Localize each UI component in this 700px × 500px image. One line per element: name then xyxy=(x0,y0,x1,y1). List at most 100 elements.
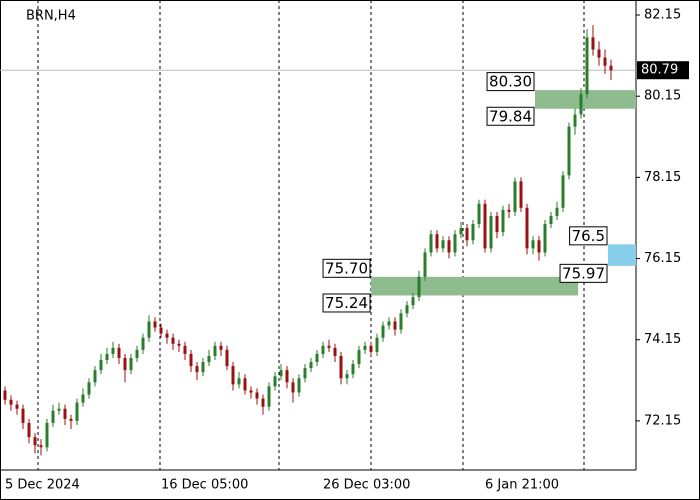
candle-body xyxy=(483,203,487,249)
candle-body xyxy=(177,343,181,346)
candle-body xyxy=(309,362,313,369)
zone xyxy=(535,90,636,109)
candle-body xyxy=(225,349,229,367)
candle-body xyxy=(249,390,253,393)
candle-body xyxy=(165,333,169,338)
candle-body xyxy=(315,353,319,363)
candle-body xyxy=(513,181,517,212)
candle-body xyxy=(237,378,241,385)
candle-body xyxy=(15,404,19,409)
candle-body xyxy=(135,349,139,358)
y-tick-label: 80.15 xyxy=(644,89,681,104)
zone-bottom-label-box xyxy=(559,263,608,283)
zones xyxy=(371,90,636,296)
candle-body xyxy=(117,347,121,358)
candle-body xyxy=(357,349,361,365)
zone-top-label-box xyxy=(569,226,608,246)
candle-body xyxy=(27,422,31,438)
candle-body xyxy=(303,368,307,379)
x-tick-label: 26 Dec 03:00 xyxy=(323,478,410,493)
candle-body xyxy=(459,228,463,235)
candle-body xyxy=(183,345,187,354)
candle-body xyxy=(363,345,367,350)
candle-body xyxy=(603,57,607,66)
candle-body xyxy=(393,321,397,330)
zone-bottom-label: 79.84 xyxy=(489,107,532,125)
candle-body xyxy=(321,345,325,354)
candle-body xyxy=(423,252,427,277)
zone-top-label: 76.5 xyxy=(572,227,605,245)
candle-body xyxy=(543,224,547,253)
candle-body xyxy=(123,357,127,371)
candle-body xyxy=(507,209,511,212)
chart-title: BRN,H4 xyxy=(26,9,76,24)
zone-top-label: 80.30 xyxy=(489,73,532,91)
candle-body xyxy=(279,370,283,377)
candle-body xyxy=(477,203,481,225)
candle-body xyxy=(201,362,205,373)
candle-body xyxy=(351,364,355,375)
zone-bottom-label-box xyxy=(322,293,371,313)
candle-body xyxy=(417,276,421,298)
candle-body xyxy=(63,408,67,419)
candle-body xyxy=(555,207,559,216)
candle-body xyxy=(591,37,595,50)
candle-body xyxy=(375,337,379,352)
candle-body xyxy=(435,234,439,249)
last-price-tag xyxy=(637,61,689,80)
candle-body xyxy=(111,347,115,354)
candle-body xyxy=(531,240,535,249)
candle-body xyxy=(369,345,373,352)
candle-body xyxy=(519,181,523,208)
candle-body xyxy=(273,376,277,387)
candle-body xyxy=(561,175,565,208)
candle-body xyxy=(81,394,85,403)
candle-body xyxy=(213,345,217,356)
candle-body xyxy=(189,353,193,367)
candle-body xyxy=(261,398,265,407)
candle-body xyxy=(405,305,409,314)
zone xyxy=(371,276,578,296)
candles xyxy=(3,25,613,456)
candle-body xyxy=(153,321,157,328)
candle-body xyxy=(51,410,55,423)
zone-top-label: 75.70 xyxy=(325,259,368,277)
candle-body xyxy=(171,337,175,344)
candle-body xyxy=(3,390,7,400)
candle-body xyxy=(495,215,499,233)
zone-bottom-label: 75.24 xyxy=(325,294,368,312)
candle-body xyxy=(525,207,529,249)
candle-body xyxy=(327,345,331,348)
y-tick-label: 72.15 xyxy=(644,413,681,428)
candle-body xyxy=(447,240,451,253)
candle-body xyxy=(147,321,151,338)
zone-bottom-label-box xyxy=(486,106,535,126)
candle-body xyxy=(579,94,583,115)
candle-body xyxy=(489,215,493,249)
y-tick-label: 78.15 xyxy=(644,170,681,185)
x-tick-label: 5 Dec 2024 xyxy=(5,478,80,493)
candle-body xyxy=(195,366,199,373)
candle-body xyxy=(99,360,103,371)
candle-body xyxy=(297,378,301,393)
candle-body xyxy=(207,355,211,363)
zone-top-label-box xyxy=(322,258,371,278)
candle-body xyxy=(39,445,43,448)
candle-body xyxy=(339,355,343,379)
candle-body xyxy=(9,399,13,405)
candle-body xyxy=(585,37,589,95)
candle-body xyxy=(345,374,349,379)
last-price-label: 80.79 xyxy=(641,63,678,78)
candle-body xyxy=(387,321,391,326)
candle-body xyxy=(465,228,469,241)
candle-body xyxy=(21,408,25,423)
candle-body xyxy=(45,422,49,448)
candle-body xyxy=(537,240,541,253)
candle-body xyxy=(93,370,97,383)
candle-body xyxy=(159,327,163,334)
zone xyxy=(608,244,636,266)
candle-body xyxy=(255,392,259,399)
candle-body xyxy=(471,224,475,241)
candle-body xyxy=(429,234,433,253)
y-tick-label: 76.15 xyxy=(644,251,681,266)
